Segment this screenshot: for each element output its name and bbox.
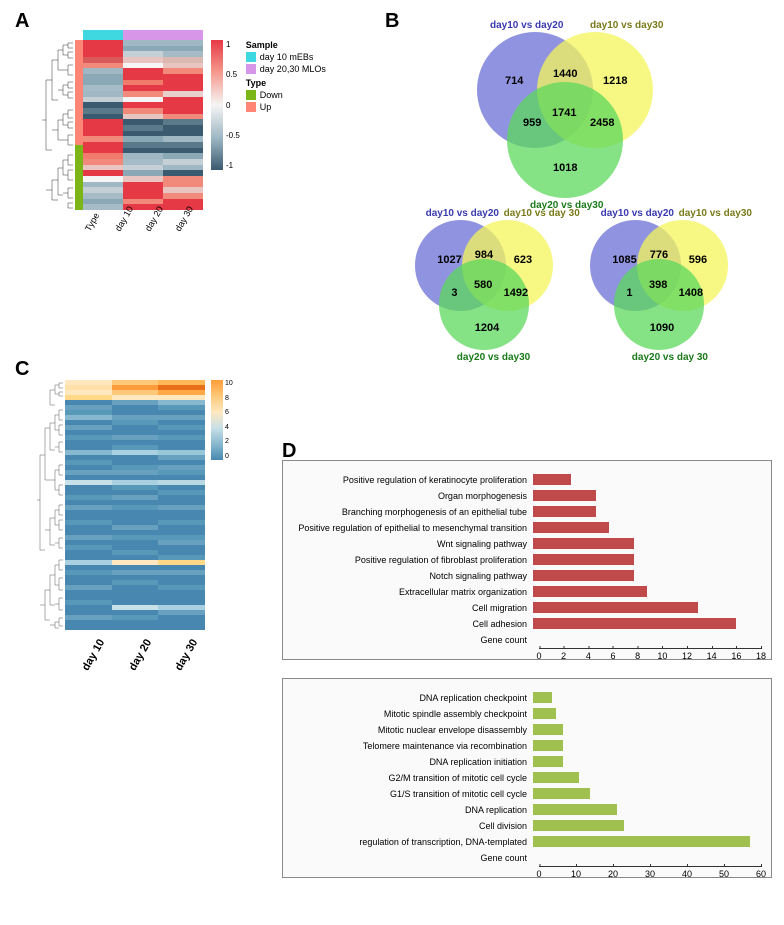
barchart-up: Positive regulation of keratinocyte prol… (282, 460, 772, 660)
scale-values-a: 10.50-0.5-1 (226, 40, 240, 170)
heatmap-a: 10.50-0.5-1 Sample day 10 mEBsday 20,30 … (40, 40, 326, 210)
venn-2: day10 vs day20 day10 vs day 30 day20 vs … (410, 215, 585, 365)
sample-bar (83, 30, 203, 40)
x-labels-c: day 10day 20day 30 (65, 630, 205, 664)
panel-b-label: B (385, 10, 399, 33)
legend-type-items: DownUp (246, 90, 326, 112)
heatmap-a-grid (83, 40, 203, 210)
legend-sample-title: Sample (246, 40, 326, 50)
venn-1: day10 vs day20 day10 vs day30 day20 vs d… (470, 25, 690, 205)
barchart-down: DNA replication checkpointMitotic spindl… (282, 678, 772, 878)
panel-b: day10 vs day20 day10 vs day30 day20 vs d… (410, 25, 760, 365)
venn-3: day10 vs day20 day10 vs day30 day20 vs d… (585, 215, 760, 365)
panel-c-label: C (15, 358, 29, 381)
type-bar (75, 40, 83, 210)
dendrogram-c (35, 380, 65, 630)
scale-values-c: 1086420 (225, 380, 233, 460)
panel-a: 10.50-0.5-1 Sample day 10 mEBsday 20,30 … (40, 30, 326, 238)
panel-c: 1086420 day 10day 20day 30 (35, 380, 233, 664)
panel-a-label: A (15, 10, 29, 33)
color-scale-c (211, 380, 223, 460)
figure: A 10.50-0.5-1 Sample day (0, 0, 784, 925)
panel-d: Positive regulation of keratinocyte prol… (282, 460, 772, 878)
legend-a: 10.50-0.5-1 Sample day 10 mEBsday 20,30 … (211, 40, 326, 210)
legend-sample-items: day 10 mEBsday 20,30 MLOs (246, 52, 326, 74)
heatmap-c: 1086420 (35, 380, 233, 630)
dendrogram-a (40, 40, 75, 210)
heatmap-c-grid (65, 380, 205, 630)
legend-type-title: Type (246, 78, 326, 88)
color-scale-a (211, 40, 223, 170)
x-labels-a: Typeday 10day 20day 30 (83, 210, 203, 238)
